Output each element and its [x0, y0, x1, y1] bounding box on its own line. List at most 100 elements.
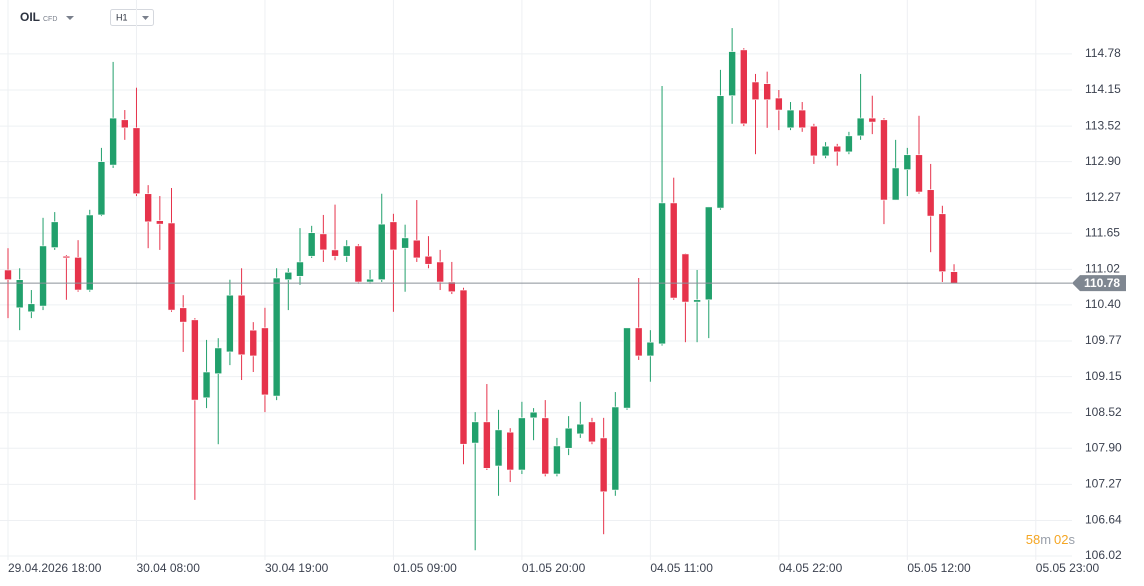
candle-body — [62, 255, 71, 259]
x-tick-label: 01.05 20:00 — [522, 561, 586, 575]
candle-body — [786, 109, 795, 129]
candle-body — [226, 294, 234, 353]
candle-body — [272, 277, 281, 397]
interval[interactable]: H1 — [116, 12, 128, 22]
candle-body — [249, 329, 258, 357]
candle-body — [658, 202, 666, 345]
candle-body — [506, 431, 515, 471]
candle-body — [553, 445, 561, 475]
candle-body — [915, 154, 923, 193]
candle-body — [377, 223, 386, 281]
candle-body — [120, 119, 129, 129]
candle-body — [366, 278, 374, 283]
candle-body — [401, 237, 409, 249]
candle-body — [833, 145, 842, 153]
candle-body — [132, 127, 141, 195]
candle-body — [856, 117, 865, 137]
candle-body — [880, 119, 888, 201]
grid — [0, 0, 1072, 560]
candle-body — [763, 83, 771, 101]
candle-body — [529, 411, 538, 419]
candle-body — [202, 371, 211, 399]
candle-body — [39, 245, 47, 307]
x-tick-label: 04.05 11:00 — [650, 561, 713, 575]
candle-body — [179, 307, 187, 323]
candle-body — [156, 220, 164, 225]
y-tick-label: 113.52 — [1085, 118, 1121, 132]
candle-body — [669, 202, 678, 299]
candle-body — [518, 417, 526, 471]
y-tick-label: 114.15 — [1085, 82, 1121, 96]
candle-body — [646, 341, 655, 357]
x-tick-label: 29.04.2026 18:00 — [8, 561, 102, 575]
candle-body — [342, 245, 351, 257]
candle-body — [436, 261, 444, 283]
candle-body — [599, 437, 608, 493]
candle-body — [389, 221, 398, 251]
countdown-minutes: 58 — [1026, 532, 1040, 547]
candle-body — [891, 167, 900, 201]
candle-body — [74, 257, 82, 291]
y-tick-label: 108.52 — [1085, 405, 1122, 419]
candle-body — [237, 294, 246, 356]
current-price-tag — [1072, 275, 1126, 292]
candle-body — [704, 206, 713, 301]
toolbar: OIL CFD H1 — [20, 9, 154, 26]
candle-body — [810, 125, 818, 157]
axes: 114.78 114.15 113.52 112.90 112.27 111.65 111.… — [0, 46, 1126, 575]
countdown-seconds: 02 — [1054, 532, 1068, 547]
candle-body — [494, 429, 503, 467]
candle-body — [950, 271, 958, 285]
candle-body — [483, 421, 491, 469]
y-tick-label: 109.77 — [1085, 333, 1122, 347]
candle-body — [775, 97, 783, 111]
candles — [4, 28, 958, 551]
x-tick-label: 05.05 23:00 — [1036, 561, 1100, 575]
candle-body — [740, 49, 748, 125]
candle-body — [471, 421, 479, 444]
y-tick-label: 106.02 — [1085, 548, 1122, 562]
y-tick-label: 109.15 — [1085, 369, 1122, 383]
candle-body — [214, 347, 223, 375]
y-tick-label: 111.65 — [1085, 225, 1120, 239]
y-tick-label: 107.90 — [1085, 440, 1122, 454]
candle-body — [798, 109, 807, 129]
candle-body — [845, 135, 853, 153]
candle-body — [15, 279, 24, 309]
candle-body — [191, 319, 199, 401]
candle-body — [4, 269, 12, 281]
candle-body — [144, 193, 152, 223]
candle-body — [611, 406, 620, 491]
y-tick-label: 111.02 — [1085, 262, 1120, 276]
candle-body — [97, 161, 106, 216]
candle-body — [167, 222, 176, 311]
candle-body — [27, 303, 36, 313]
symbol[interactable]: OIL — [20, 10, 40, 24]
candle-body — [331, 249, 339, 257]
y-tick-label: 110.40 — [1085, 297, 1121, 311]
candle-body — [716, 95, 725, 209]
candle-body — [903, 154, 912, 170]
candle-body — [296, 261, 304, 277]
countdown: 58m 02s — [1026, 532, 1076, 547]
candle-body — [588, 421, 596, 443]
candle-body — [459, 289, 468, 445]
candle-body — [693, 299, 701, 303]
symbol-dropdown[interactable] — [66, 16, 74, 20]
y-tick-label: 106.64 — [1085, 513, 1122, 527]
interval-dropdown[interactable] — [142, 16, 149, 20]
candle-body — [681, 253, 690, 303]
candle-body — [448, 281, 456, 293]
y-tick-label: 114.78 — [1085, 46, 1121, 60]
candle-body — [938, 213, 947, 272]
candle-body — [261, 327, 269, 396]
candle-body — [307, 232, 316, 257]
candle-body — [50, 221, 59, 248]
candle-body — [623, 327, 631, 409]
interval-button[interactable] — [110, 9, 154, 26]
x-tick-label: 05.05 12:00 — [907, 561, 971, 575]
candle-body — [354, 245, 363, 283]
candle-body — [751, 81, 760, 101]
y-tick-label: 112.90 — [1085, 154, 1121, 168]
